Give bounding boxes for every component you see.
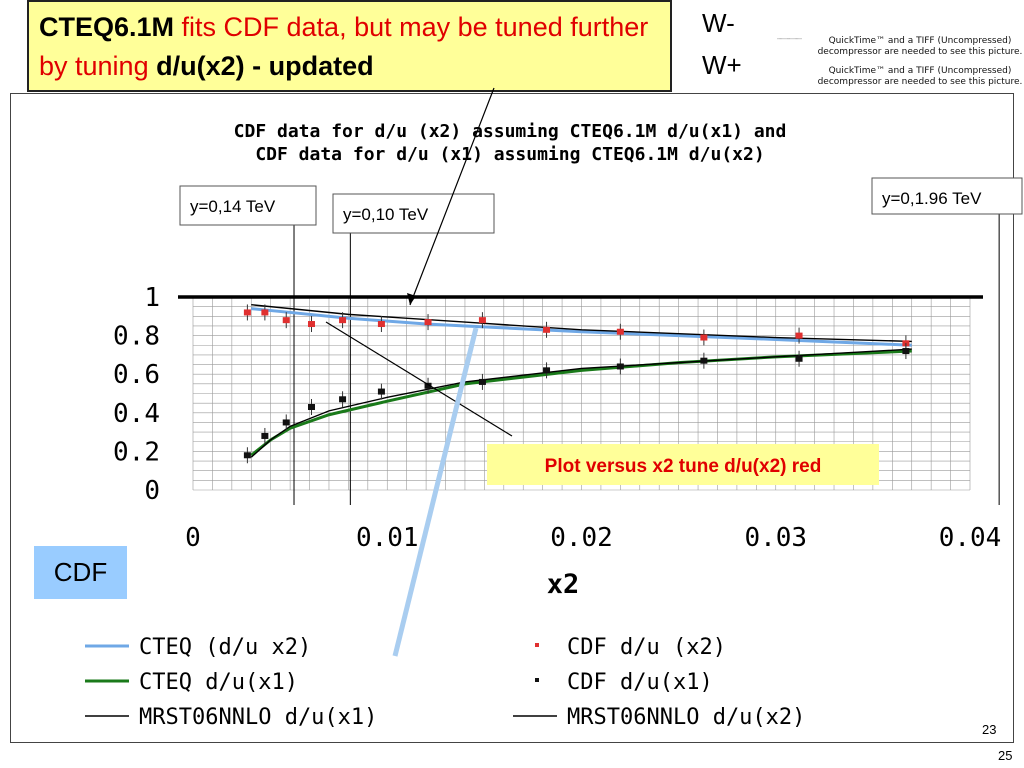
w-minus-label: W- — [702, 8, 735, 38]
data-point — [377, 321, 385, 328]
energy-callout-box — [179, 185, 317, 226]
x-axis-label: x2 — [547, 569, 580, 600]
data-point — [616, 363, 624, 370]
data-point — [700, 357, 708, 364]
energy-callout-label: y=0,1.96 TeV — [882, 189, 982, 208]
data-point — [616, 328, 624, 335]
data-point — [478, 317, 486, 324]
data-point — [543, 367, 551, 374]
data-point — [424, 382, 432, 389]
data-point — [282, 317, 290, 324]
tune-callout-label: Plot versus x2 tune d/u(x2) red — [545, 456, 822, 477]
arrowhead — [407, 293, 416, 305]
data-point — [478, 378, 486, 385]
arrow-from-callout — [325, 321, 513, 437]
data-point — [339, 317, 347, 324]
chart-title-line: CDF data for d/u (x1) assuming CTEQ6.1M … — [255, 144, 764, 165]
legend-label: CDF d/u(x1) — [567, 670, 713, 695]
data-point — [282, 419, 290, 426]
data-point — [307, 404, 315, 411]
x-tick-label: 0.04 — [939, 523, 1002, 553]
legend-swatch-point — [535, 678, 539, 682]
series-lines — [250, 304, 912, 458]
energy-callout-label: y=0,10 TeV — [343, 205, 429, 224]
data-point — [261, 432, 269, 439]
data-point — [377, 388, 385, 395]
data-point — [339, 396, 347, 403]
y-tick-label: 0.6 — [113, 360, 160, 390]
w-plus-label: W+ — [702, 50, 742, 80]
data-point — [307, 321, 315, 328]
legend: CTEQ (d/u x2) CTEQ d/u(x1) MRST06NNLO d/u(… — [85, 635, 805, 730]
legend-label: MRST06NNLO d/u(x1) — [139, 705, 377, 730]
arrow-light-blue — [392, 327, 479, 657]
chart-frame — [10, 93, 1014, 743]
energy-callout-box — [871, 177, 1023, 215]
series-line-cteq-d-u-x2- — [251, 307, 912, 347]
data-point — [243, 452, 251, 459]
y-tick-label: 0 — [144, 476, 160, 506]
data-point — [795, 332, 803, 339]
legend-label: CDF d/u (x2) — [567, 635, 726, 660]
title-end: d/u(x2) - updated — [156, 51, 374, 81]
data-point — [795, 355, 803, 362]
title-middle: fits CDF data, but may be tuned further … — [39, 12, 649, 81]
data-point — [243, 309, 251, 316]
arrows — [325, 87, 513, 657]
quicktime-placeholder-2: QuickTime™ and a TIFF (Uncompressed) dec… — [817, 66, 1023, 87]
tune-callout-box — [487, 444, 879, 485]
y-tick-label: 0.4 — [113, 399, 160, 429]
cdf-label-box: CDF — [34, 546, 127, 599]
series-line-mrst06nnlo-d-u-x1- — [250, 348, 912, 458]
page-number-25: 25 — [998, 748, 1013, 763]
energy-lines — [293, 214, 1000, 505]
legend-label: CTEQ d/u(x1) — [139, 670, 298, 695]
data-point — [261, 309, 269, 316]
data-point — [424, 319, 432, 326]
legend-label: MRST06NNLO d/u(x2) — [567, 705, 805, 730]
title-cteq: CTEQ6.1M — [39, 12, 175, 42]
legend-label: CTEQ (d/u x2) — [139, 635, 311, 660]
legend-swatch-point — [535, 643, 539, 647]
chart-title-line: CDF data for d/u (x2) assuming CTEQ6.1M … — [234, 121, 787, 142]
quicktime-placeholder-1: QuickTime™ and a TIFF (Uncompressed) dec… — [817, 36, 1023, 57]
energy-callout-box — [332, 193, 495, 234]
x-tick-label: 0.02 — [550, 523, 613, 553]
callouts: y=0,14 TeV y=0,10 TeV y=0,1.96 TeV Plot ver… — [179, 177, 1023, 485]
arrow-from-title — [409, 87, 495, 306]
y-tick-label: 0.2 — [113, 437, 160, 467]
slide-title-box: CTEQ6.1M fits CDF data, but may be tuned… — [27, 0, 672, 92]
tick-labels: 0 0.01 0.02 0.03 0.04 0 0.2 0.4 0.6 0.8 1 x2 — [113, 283, 1001, 600]
data-point — [700, 334, 708, 341]
x-tick-label: 0.01 — [356, 523, 419, 553]
chart-titles: CDF data for d/u (x2) assuming CTEQ6.1M … — [234, 121, 787, 165]
series-points — [243, 304, 910, 464]
data-point — [902, 348, 910, 355]
series-line-mrst06nnlo-d-u-x2- — [251, 304, 912, 343]
energy-callout-label: y=0,14 TeV — [190, 197, 276, 216]
y-tick-label: 0.8 — [113, 322, 160, 352]
x-tick-label: 0.03 — [744, 523, 807, 553]
tiny-placeholder-text: """""""""""""" — [777, 38, 802, 44]
x-tick-label: 0 — [185, 523, 201, 553]
data-point — [543, 326, 551, 333]
y-tick-label: 1 — [144, 283, 160, 313]
page-number-23: 23 — [982, 722, 997, 737]
